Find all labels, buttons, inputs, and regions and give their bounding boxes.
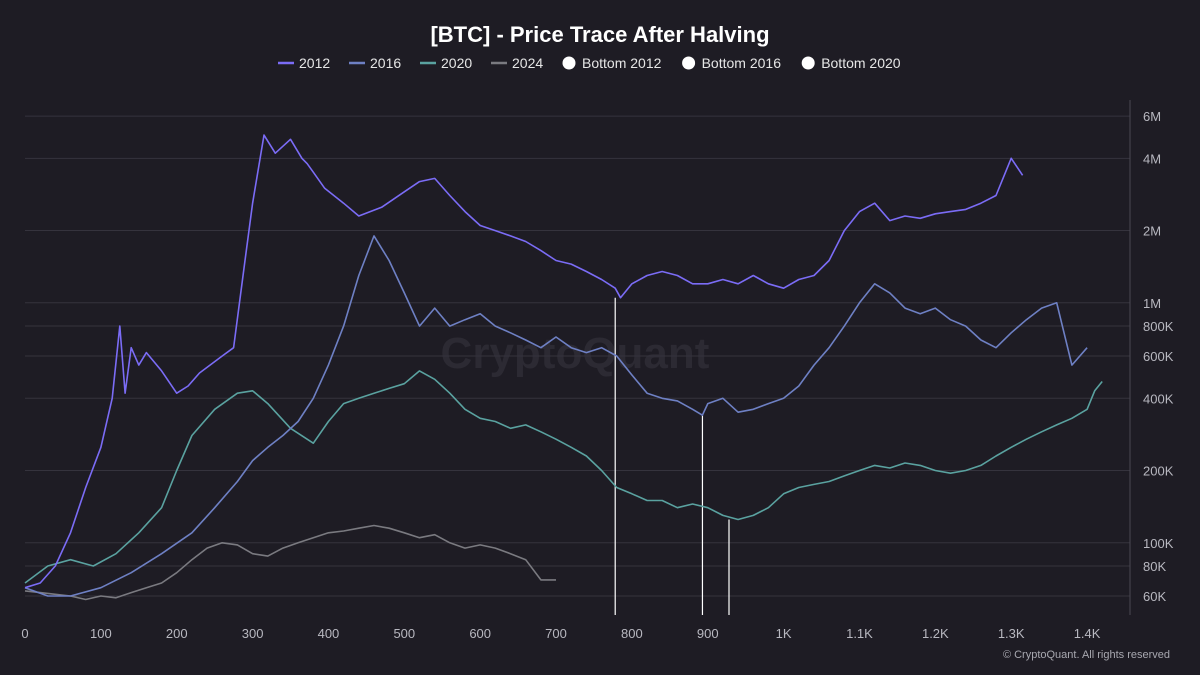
bottom-markers xyxy=(614,297,730,615)
grid xyxy=(25,115,1130,597)
legend-item-2012[interactable]: 2012 xyxy=(278,55,330,71)
x-axis: 0 100 200 300 400 500 600 700 800 900 1K 1.1K 1.2K 1.… xyxy=(21,626,1100,641)
y-tick-label: 100K xyxy=(1143,536,1174,551)
x-tick-label: 0 xyxy=(21,626,28,641)
y-tick-label: 60K xyxy=(1143,589,1166,604)
legend-dot xyxy=(562,56,576,70)
legend-label: Bottom 2016 xyxy=(702,55,782,71)
legend-label: Bottom 2020 xyxy=(821,55,901,71)
legend-item-2016[interactable]: 2016 xyxy=(349,55,401,71)
series-line-2016 xyxy=(24,235,1088,597)
y-tick-label: 6M xyxy=(1143,109,1161,124)
legend-label: 2016 xyxy=(370,55,401,71)
y-tick-label: 600K xyxy=(1143,349,1174,364)
x-tick-label: 1.3K xyxy=(998,626,1025,641)
legend-dot xyxy=(801,56,815,70)
series-line-2024 xyxy=(24,524,556,601)
legend-item-bottom-0[interactable]: Bottom 2012 xyxy=(562,55,662,71)
y-tick-label: 1M xyxy=(1143,296,1161,311)
legend-item-2024[interactable]: 2024 xyxy=(491,55,543,71)
x-tick-label: 500 xyxy=(393,626,415,641)
y-axis: 60K 80K 100K 200K 400K 600K 800K 1M 2M 4M 6M xyxy=(1129,100,1174,615)
x-tick-label: 700 xyxy=(545,626,567,641)
legend-item-bottom-1[interactable]: Bottom 2016 xyxy=(682,55,781,71)
watermark: CryptoQuant xyxy=(441,329,710,378)
x-tick-label: 1.1K xyxy=(846,626,873,641)
x-tick-label: 1K xyxy=(776,626,792,641)
chart-title: [BTC] - Price Trace After Halving xyxy=(430,22,769,47)
y-tick-label: 2M xyxy=(1143,224,1161,239)
x-tick-label: 400 xyxy=(318,626,340,641)
legend-label: 2020 xyxy=(441,55,472,71)
legend-label: 2012 xyxy=(299,55,330,71)
series-line-2020 xyxy=(24,370,1103,584)
x-tick-label: 300 xyxy=(242,626,264,641)
legend-item-bottom-2[interactable]: Bottom 2020 xyxy=(801,55,901,71)
x-tick-label: 100 xyxy=(90,626,112,641)
legend: 2012 2016 2020 2024 Bottom 2012 Bottom 2016 Bo… xyxy=(278,55,901,71)
x-tick-label: 200 xyxy=(166,626,188,641)
legend-label: 2024 xyxy=(512,55,543,71)
series-line-2012 xyxy=(24,134,1024,589)
legend-label: Bottom 2012 xyxy=(582,55,662,71)
y-tick-label: 80K xyxy=(1143,559,1166,574)
x-tick-label: 800 xyxy=(621,626,643,641)
credit-text: © CryptoQuant. All rights reserved xyxy=(1003,649,1170,661)
legend-dot xyxy=(682,56,696,70)
x-tick-label: 900 xyxy=(697,626,719,641)
legend-item-2020[interactable]: 2020 xyxy=(420,55,472,71)
y-tick-label: 200K xyxy=(1143,464,1174,479)
y-tick-label: 400K xyxy=(1143,391,1174,406)
x-tick-label: 1.2K xyxy=(922,626,949,641)
y-tick-label: 800K xyxy=(1143,319,1174,334)
x-tick-label: 600 xyxy=(469,626,491,641)
series-group xyxy=(24,134,1103,601)
x-tick-label: 1.4K xyxy=(1074,626,1101,641)
y-tick-label: 4M xyxy=(1143,151,1161,166)
